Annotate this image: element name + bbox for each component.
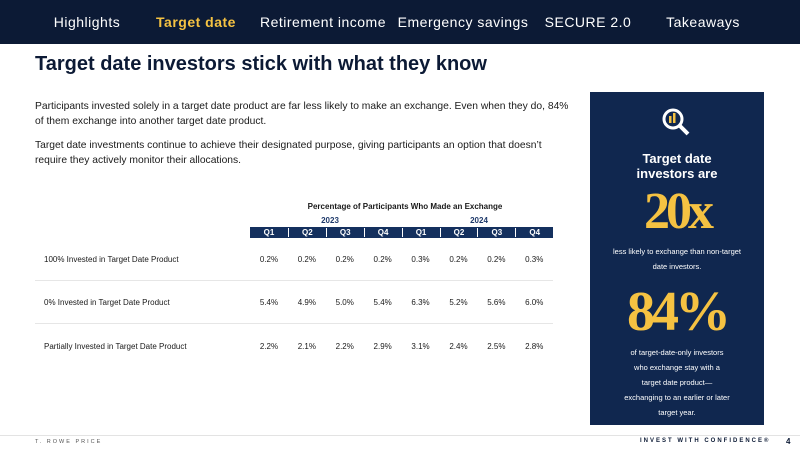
paragraph: Participants invested solely in a target… xyxy=(35,101,569,127)
table-cell: 6.3% xyxy=(411,298,430,307)
callout-heading: Target date investors are xyxy=(636,151,718,181)
column-header: Q4 xyxy=(515,228,553,237)
page-number: 4 xyxy=(786,437,791,446)
icon xyxy=(662,108,690,136)
table-cell: 5.4% xyxy=(259,298,279,307)
callout-stat: 84% xyxy=(627,281,731,343)
table-cell: 0.2% xyxy=(297,255,316,264)
table-cell: 2.1% xyxy=(297,342,316,351)
nav-item[interactable]: Takeaways xyxy=(666,14,740,30)
table-cell: 0.2% xyxy=(259,255,279,264)
column-header: Q3 xyxy=(325,228,364,237)
table-title: Percentage of Participants Who Made an E… xyxy=(307,202,503,211)
paragraph: Target date investments continue to achi… xyxy=(35,140,542,166)
callout-panel xyxy=(590,92,764,425)
table-cell: 2.2% xyxy=(335,342,354,351)
nav-bar: Highlights Target date Retirement income Em… xyxy=(0,0,800,44)
table-cell: 0.3% xyxy=(411,255,430,264)
nav-item[interactable]: SECURE 2.0 xyxy=(544,14,632,30)
table-cell: 0.2% xyxy=(449,255,468,264)
column-header: Q3 xyxy=(477,228,515,237)
column-header: Q1 xyxy=(401,228,440,237)
year-label: 2024 xyxy=(470,216,488,225)
table-cell: 4.9% xyxy=(297,298,316,307)
table-cell: 0.2% xyxy=(487,255,506,264)
row-separator xyxy=(35,323,553,324)
nav-item[interactable]: Target date xyxy=(156,14,236,30)
table-cell: 5.2% xyxy=(449,298,468,307)
table-cell: 2.9% xyxy=(373,342,392,351)
callout-text: less likely to exchange than non-target … xyxy=(613,247,741,271)
row-separator xyxy=(35,280,553,281)
callout-text: of target-date-only investors who exchan… xyxy=(624,348,730,417)
table-cell: 2.5% xyxy=(487,342,506,351)
table-cell: 6.0% xyxy=(525,298,544,307)
table-cell: 3.1% xyxy=(411,342,430,351)
column-header: Q1 xyxy=(263,228,275,237)
column-header: Q4 xyxy=(363,228,402,237)
table-cell: 2.4% xyxy=(449,342,468,351)
callout-stat: 20x xyxy=(644,183,714,240)
table-header: Q1 Q2 Q3 Q4 Q1 Q2 Q3 Q4 xyxy=(250,227,553,238)
nav-item[interactable]: Retirement income xyxy=(260,14,386,30)
table-cell: 0.2% xyxy=(373,255,392,264)
table-cell: 2.2% xyxy=(259,342,279,351)
table-cell: 5.0% xyxy=(335,298,354,307)
footer-rule xyxy=(0,435,800,436)
page-title: Target date investors stick with what th… xyxy=(35,53,487,75)
table-cell: 0.3% xyxy=(525,255,544,264)
table-cell: 2.8% xyxy=(525,342,544,351)
footer-brand: T. ROWE PRICE xyxy=(35,439,103,445)
footer-tagline: INVEST WITH CONFIDENCE® xyxy=(640,438,771,444)
nav-item[interactable]: Highlights xyxy=(53,14,121,30)
row-label: 100% Invested in Target Date Product xyxy=(44,255,179,264)
column-header: Q2 xyxy=(439,228,478,237)
year-label: 2023 xyxy=(321,216,339,225)
row-label: Partially Invested in Target Date Produc… xyxy=(44,342,187,351)
nav-item[interactable]: Emergency savings xyxy=(397,14,529,30)
table-cell: 0.2% xyxy=(335,255,354,264)
row-label: 0% Invested in Target Date Product xyxy=(44,298,170,307)
column-header: Q2 xyxy=(287,228,326,237)
table-cell: 5.4% xyxy=(373,298,392,307)
table-cell: 5.6% xyxy=(487,298,506,307)
